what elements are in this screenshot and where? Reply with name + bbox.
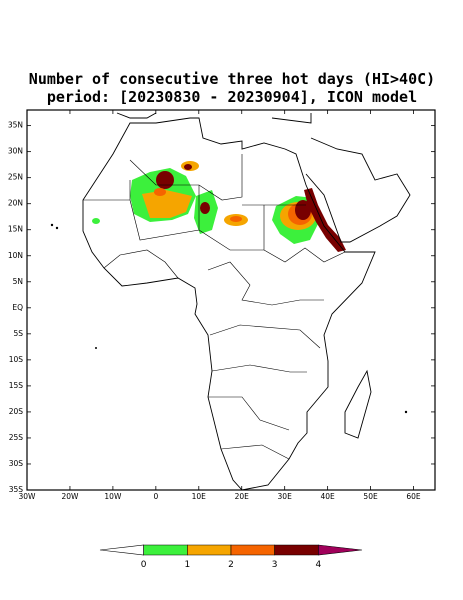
- lat-tick-label: 10S: [9, 355, 24, 364]
- hot-area: [142, 190, 192, 218]
- lon-tick-label: 20E: [235, 492, 250, 501]
- lat-tick-label: 5S: [13, 329, 23, 338]
- hot-area: [92, 218, 100, 224]
- colorbar-swatch: [99, 544, 144, 556]
- colorbar-swatch: [230, 544, 275, 556]
- lat-tick-label: EQ: [12, 303, 23, 312]
- hot-area: [200, 202, 210, 214]
- coastline: [82, 117, 376, 490]
- hot-area: [156, 171, 174, 189]
- lat-tick-label: 35N: [8, 121, 23, 130]
- coastline: [344, 369, 372, 439]
- coastline: [116, 112, 312, 124]
- country-border: [83, 154, 346, 460]
- lon-tick-label: 10E: [192, 492, 207, 501]
- hot-area: [230, 216, 242, 222]
- coastline: [305, 137, 411, 243]
- map-title: Number of consecutive three hot days (HI…: [29, 70, 435, 88]
- lon-tick-label: 50E: [363, 492, 378, 501]
- lat-tick-label: 15N: [8, 225, 23, 234]
- colorbar-swatch: [274, 544, 319, 556]
- colorbar-swatch: [143, 544, 188, 556]
- lat-tick-label: 5N: [13, 277, 23, 286]
- hot-area: [184, 164, 192, 170]
- lon-tick-label: 0: [153, 492, 158, 501]
- map-subtitle: period: [20230830 - 20230904], ICON mode…: [47, 88, 417, 106]
- colorbar-label: 0: [141, 560, 147, 570]
- colorbar-swatch: [187, 544, 232, 556]
- lat-tick-label: 15S: [9, 381, 24, 390]
- lat-tick-label: 20S: [9, 407, 24, 416]
- lon-tick-label: 10W: [104, 492, 122, 501]
- lon-tick-label: 30W: [19, 492, 37, 501]
- colorbar-swatch: [318, 544, 363, 556]
- colorbar-label: 3: [272, 560, 278, 570]
- lat-tick-label: 25N: [8, 173, 23, 182]
- lon-tick-label: 40E: [320, 492, 335, 501]
- lat-tick-label: 35S: [9, 485, 24, 494]
- lon-tick-label: 60E: [406, 492, 421, 501]
- lon-tick-label: 30E: [278, 492, 293, 501]
- lat-tick-label: 10N: [8, 251, 23, 260]
- map-frame: [26, 109, 436, 491]
- lon-tick-label: 20W: [61, 492, 79, 501]
- colorbar-label: 4: [315, 560, 321, 570]
- lat-tick-label: 20N: [8, 199, 23, 208]
- lat-tick-label: 30N: [8, 147, 23, 156]
- colorbar-label: 2: [228, 560, 234, 570]
- hot-area: [154, 188, 166, 196]
- lat-tick-label: 30S: [9, 459, 24, 468]
- lat-tick-label: 25S: [9, 433, 24, 442]
- map-area: [26, 109, 436, 491]
- colorbar-label: 1: [184, 560, 190, 570]
